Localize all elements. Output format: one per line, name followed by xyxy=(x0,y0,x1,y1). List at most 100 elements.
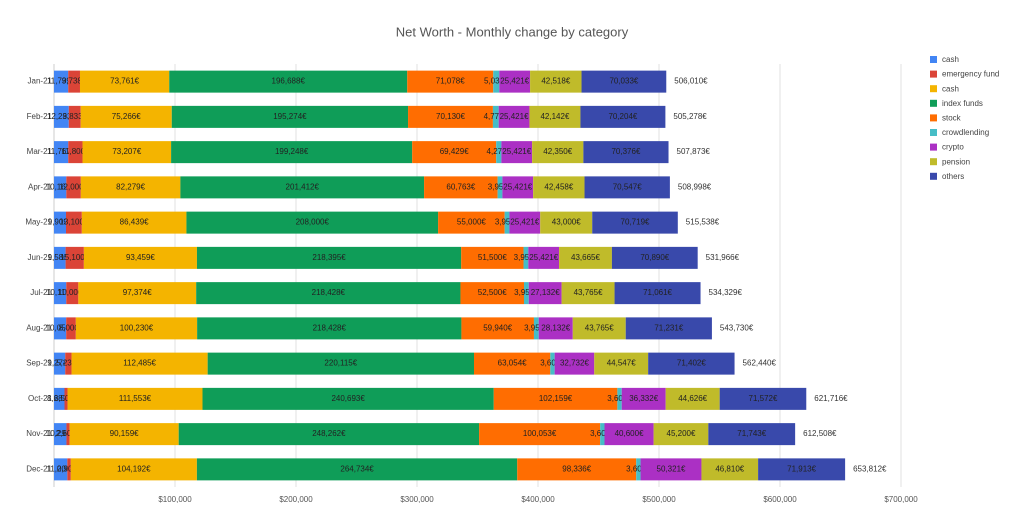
data-label: 42,350€ xyxy=(543,147,572,156)
legend-swatch xyxy=(930,56,937,63)
data-label: 5,231€ xyxy=(56,359,81,368)
bar-segment xyxy=(493,387,618,410)
data-label: 11,739€ xyxy=(47,77,76,86)
y-tick-label: Sep-21 xyxy=(26,359,52,368)
bar-segment xyxy=(66,176,81,199)
bar-segment xyxy=(493,70,500,93)
data-label: 4,775€ xyxy=(484,112,509,121)
bar-segment xyxy=(65,211,82,234)
y-tick-label: Feb-21 xyxy=(27,112,53,121)
data-label: 44,626€ xyxy=(678,394,707,403)
legend-label: stock xyxy=(942,114,962,123)
bar-segment xyxy=(492,105,499,128)
bar-segment xyxy=(479,423,601,446)
data-label: 25,421€ xyxy=(529,253,558,262)
bar-segment xyxy=(54,70,69,93)
bar-segment xyxy=(509,211,541,234)
bar-segment xyxy=(169,70,408,93)
data-label: 44,547€ xyxy=(607,359,636,368)
bar-segment xyxy=(533,176,585,199)
bar-segment xyxy=(611,246,698,269)
chart-title: Net Worth - Monthly change by category xyxy=(396,24,629,39)
data-label: 13,100€ xyxy=(59,218,88,227)
bar-segment xyxy=(54,352,66,375)
data-label: 32,732€ xyxy=(560,359,589,368)
bar-segment xyxy=(540,211,593,234)
data-label: 9,909€ xyxy=(48,218,73,227)
legend-swatch xyxy=(930,70,937,78)
legend-label: crypto xyxy=(942,143,964,152)
x-tick-label: $600,000 xyxy=(763,495,797,504)
bar-segment xyxy=(66,282,79,305)
data-label: 195,274€ xyxy=(273,112,307,121)
data-label: 25,421€ xyxy=(500,77,529,86)
legend-label: others xyxy=(942,172,964,181)
bar-segment xyxy=(69,423,179,446)
data-label: 220,115€ xyxy=(324,359,357,368)
data-label: 50,321€ xyxy=(657,464,686,473)
data-label: 264,734€ xyxy=(340,464,374,473)
data-label: 42,458€ xyxy=(544,182,573,191)
bar-segment xyxy=(186,211,439,234)
legend-swatch xyxy=(930,129,937,136)
legend-label: crowdlending xyxy=(942,128,989,137)
data-label: 43,000€ xyxy=(552,218,581,227)
data-label: 40,600€ xyxy=(615,429,644,438)
data-label: 8,000€ xyxy=(59,323,84,332)
data-label: 59,940€ xyxy=(483,323,512,332)
total-label: 543,730€ xyxy=(720,323,754,332)
bar-segment xyxy=(412,141,497,164)
bar-segment xyxy=(67,387,203,410)
data-label: 199,248€ xyxy=(275,147,309,156)
bar-segment xyxy=(708,423,796,446)
total-label: 508,998€ xyxy=(678,182,712,191)
bar-segment xyxy=(202,387,494,410)
bar-segment xyxy=(68,141,83,164)
bar-segment xyxy=(66,423,70,446)
data-label: 8,681€ xyxy=(47,394,72,403)
data-label: 71,913€ xyxy=(787,464,816,473)
total-label: 506,010€ xyxy=(674,77,708,86)
data-label: 100,053€ xyxy=(523,429,557,438)
bar-segment xyxy=(584,176,670,199)
bar-segment xyxy=(473,352,551,375)
bar-segment xyxy=(180,176,425,199)
data-label: 15,100€ xyxy=(60,253,89,262)
data-label: 43,765€ xyxy=(574,288,603,297)
y-tick-label: Jun-21 xyxy=(28,253,53,262)
bar-segment xyxy=(461,317,534,340)
bar-segment xyxy=(504,211,510,234)
bar-segment xyxy=(178,423,480,446)
data-label: 70,890€ xyxy=(640,253,669,262)
bar-segment xyxy=(66,317,76,340)
data-label: 10,000€ xyxy=(58,288,87,297)
data-label: 51,500€ xyxy=(478,253,507,262)
data-label: 73,761€ xyxy=(110,77,139,86)
bar-segment xyxy=(197,317,462,340)
bar-segment xyxy=(501,141,533,164)
data-label: 102,159€ xyxy=(539,394,573,403)
bar-segment xyxy=(583,141,669,164)
data-label: 10,119€ xyxy=(46,288,75,297)
bar-segment xyxy=(530,70,582,93)
y-tick-label: Apr-21 xyxy=(28,182,53,191)
data-label: 25,421€ xyxy=(503,182,532,191)
bar-segment xyxy=(65,246,84,269)
data-label: 27,132€ xyxy=(531,288,560,297)
legend-swatch xyxy=(930,172,937,180)
data-label: 3,600€ xyxy=(590,429,615,438)
bar-segment xyxy=(68,105,81,128)
data-label: 9,833€ xyxy=(63,112,88,121)
data-label: 10,054€ xyxy=(46,323,75,332)
data-label: 70,204€ xyxy=(608,112,637,121)
bar-segment xyxy=(499,70,531,93)
data-label: 28,132€ xyxy=(541,323,570,332)
total-label: 531,966€ xyxy=(706,253,740,262)
data-label: 248,262€ xyxy=(312,429,346,438)
bar-segment xyxy=(625,317,712,340)
data-label: 93,459€ xyxy=(126,253,155,262)
data-label: 10,168€ xyxy=(46,182,75,191)
legend-label: cash xyxy=(942,55,959,64)
bar-segment xyxy=(559,246,612,269)
data-label: 11,006€ xyxy=(46,464,75,473)
